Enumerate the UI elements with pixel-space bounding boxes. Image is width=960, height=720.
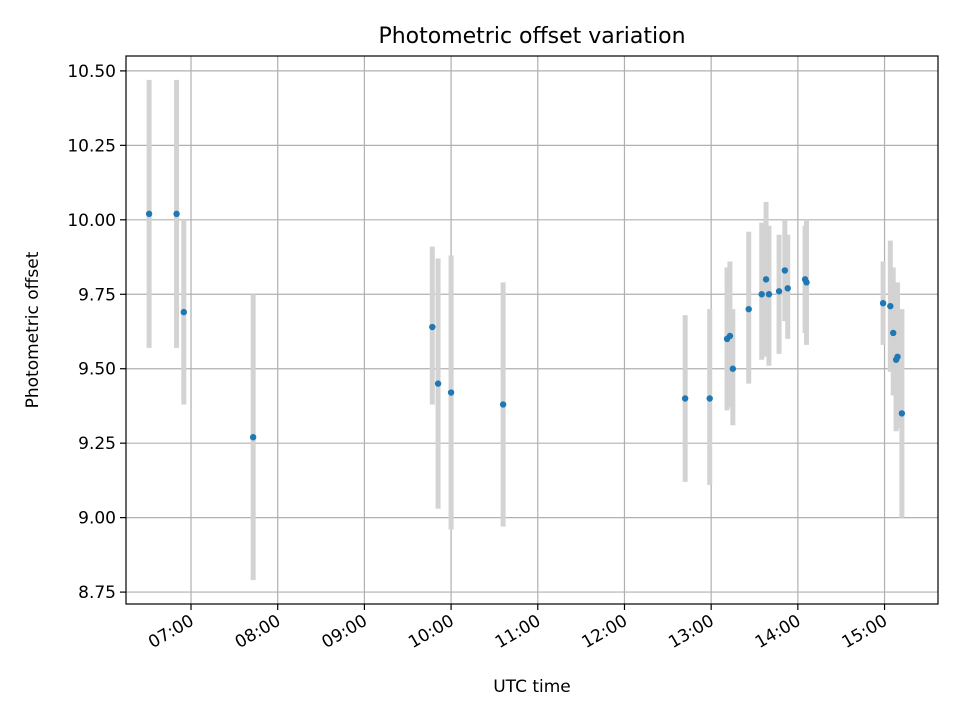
- data-point: [180, 308, 187, 316]
- data-point: [681, 395, 689, 402]
- data-point: [434, 380, 442, 387]
- x-tick-label: 09:00: [318, 611, 370, 653]
- data-point: [745, 305, 752, 313]
- data-point: [765, 291, 773, 298]
- y-tick-label: 9.00: [78, 509, 116, 529]
- y-tick-label: 10.00: [67, 211, 116, 231]
- x-tick-label: 10:00: [405, 611, 457, 653]
- data-point: [887, 302, 894, 310]
- y-tick-label: 8.75: [78, 583, 116, 603]
- x-tick-label: 14:00: [752, 611, 804, 653]
- data-point: [775, 288, 783, 295]
- data-point: [758, 291, 765, 298]
- x-tick-label: 08:00: [232, 611, 284, 653]
- x-tick-label: 12:00: [579, 611, 631, 653]
- data-point: [762, 276, 770, 283]
- data-point: [898, 410, 906, 417]
- x-tick-label: 13:00: [665, 611, 717, 653]
- x-tick-label: 07:00: [145, 611, 197, 653]
- y-tick-label: 9.50: [78, 360, 116, 380]
- y-tick-label: 10.25: [67, 136, 116, 156]
- data-point: [879, 299, 887, 307]
- data-point: [145, 210, 153, 218]
- data-point: [447, 389, 455, 396]
- error-bars: [146, 79, 905, 581]
- plot-frame: [125, 55, 939, 605]
- data-point: [890, 329, 897, 337]
- x-tick-label: 15:00: [839, 611, 891, 653]
- data-point: [784, 285, 791, 292]
- data-point: [803, 279, 810, 286]
- chart-title: Photometric offset variation: [378, 24, 685, 49]
- grid: [126, 56, 938, 604]
- data-point: [429, 323, 436, 331]
- x-axis-label: UTC time: [493, 677, 571, 697]
- y-tick-label: 10.50: [67, 62, 116, 82]
- y-axis-label: Photometric offset: [23, 251, 43, 408]
- data-point: [781, 267, 789, 274]
- y-tick-label: 9.25: [78, 434, 116, 454]
- data-point: [499, 401, 507, 408]
- x-tick-label: 11:00: [492, 611, 544, 653]
- data-points: [145, 210, 906, 441]
- data-point: [894, 353, 901, 361]
- y-tick-label: 9.75: [78, 285, 116, 305]
- data-point: [726, 332, 734, 340]
- data-point: [173, 210, 180, 218]
- data-point: [249, 434, 257, 441]
- data-point: [729, 365, 737, 372]
- data-point: [706, 395, 713, 402]
